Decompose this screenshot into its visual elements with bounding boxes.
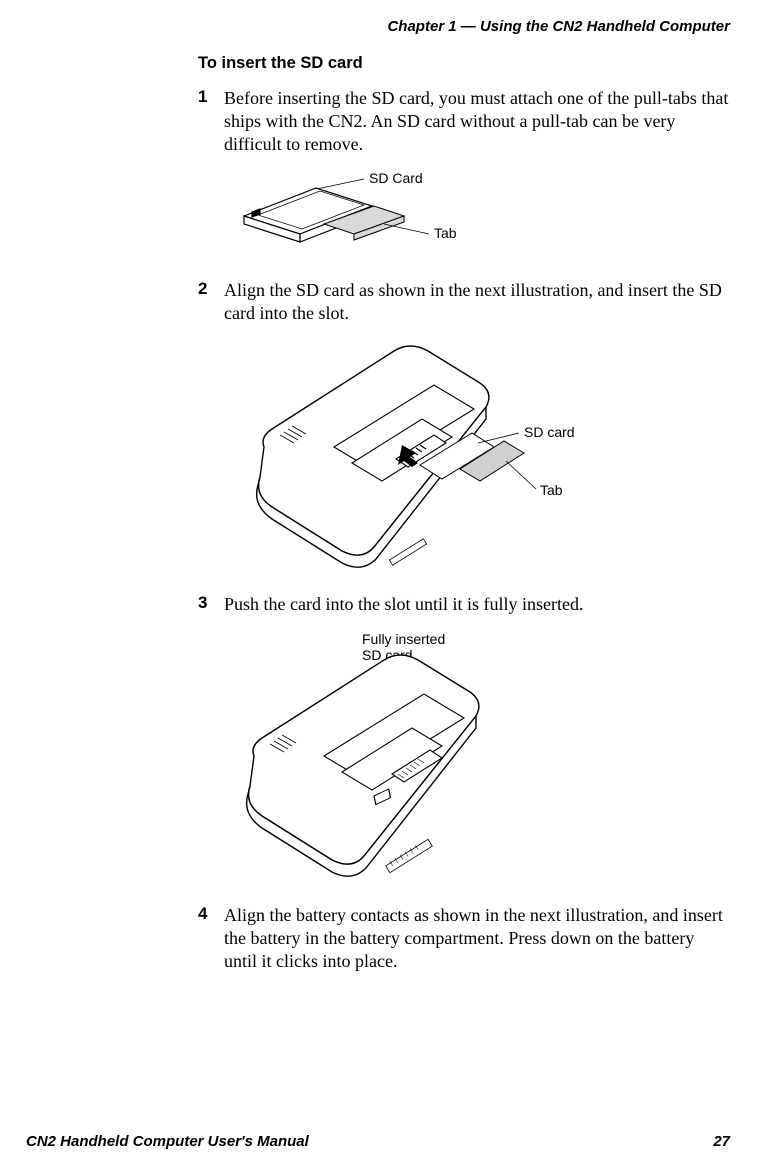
step-text: Before inserting the SD card, you must a… <box>224 87 730 156</box>
figure-fully-inserted: Fully inserted SD card <box>224 628 730 888</box>
footer-page-number: 27 <box>713 1133 730 1150</box>
figure-insert-card: SD card Tab <box>224 337 730 577</box>
step-4: 4 Align the battery contacts as shown in… <box>198 904 730 973</box>
label-fully-inserted-line1: Fully inserted <box>362 631 445 647</box>
chapter-header: Chapter 1 — Using the CN2 Handheld Compu… <box>387 18 730 35</box>
step-number: 4 <box>198 904 224 973</box>
label-sdcard: SD card <box>524 424 575 440</box>
fully-inserted-illustration: Fully inserted SD card <box>224 628 544 883</box>
step-1: 1 Before inserting the SD card, you must… <box>198 87 730 156</box>
page-content: To insert the SD card 1 Before inserting… <box>198 54 730 985</box>
sdcard-tab-illustration: SD Card Tab <box>224 168 494 258</box>
step-number: 1 <box>198 87 224 156</box>
label-sdcard: SD Card <box>369 170 423 186</box>
step-2: 2 Align the SD card as shown in the next… <box>198 279 730 325</box>
label-tab: Tab <box>434 225 457 241</box>
page-footer: CN2 Handheld Computer User's Manual 27 <box>26 1133 730 1150</box>
insert-card-illustration: SD card Tab <box>224 337 594 572</box>
step-3: 3 Push the card into the slot until it i… <box>198 593 730 616</box>
section-title: To insert the SD card <box>198 54 730 73</box>
footer-manual-title: CN2 Handheld Computer User's Manual <box>26 1133 309 1150</box>
step-text: Push the card into the slot until it is … <box>224 593 583 616</box>
step-text: Align the battery contacts as shown in t… <box>224 904 730 973</box>
step-text: Align the SD card as shown in the next i… <box>224 279 730 325</box>
figure-sdcard-tab: SD Card Tab <box>224 168 730 263</box>
step-number: 2 <box>198 279 224 325</box>
step-number: 3 <box>198 593 224 616</box>
label-tab: Tab <box>540 482 563 498</box>
